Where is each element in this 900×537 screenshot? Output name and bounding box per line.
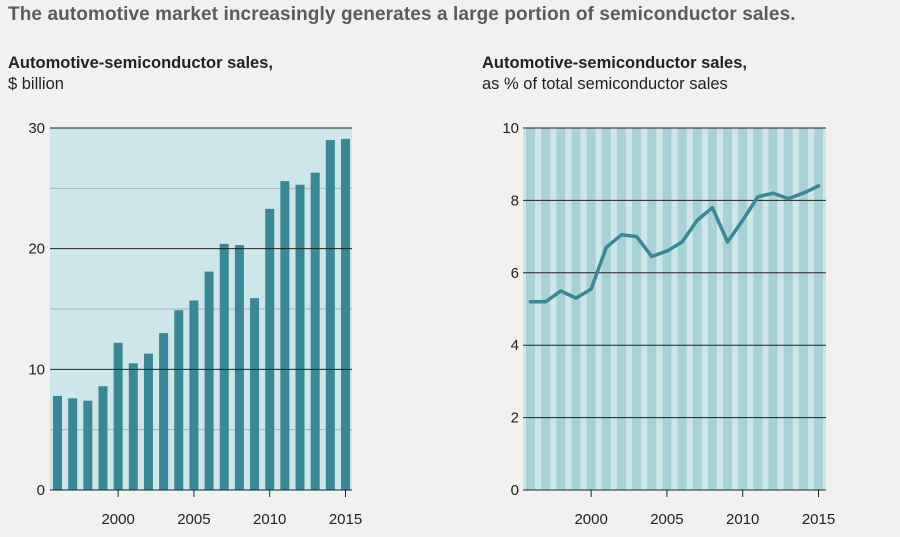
background-bar [601,128,611,490]
series-line [528,184,821,304]
x-tick-label: 2000 [574,511,607,528]
bar [128,363,138,490]
right-chart-subtitle: as % of total semiconductor sales [482,75,728,93]
background-bar [783,128,793,490]
bar [295,184,305,490]
bar [113,342,123,490]
background-bar [616,128,626,490]
background-bar [662,128,672,490]
y-tick-label: 10 [502,120,519,137]
y-tick-label: 0 [511,482,519,499]
y-tick-label: 10 [28,361,45,378]
y-tick-label: 20 [28,241,45,258]
background-bar [814,128,823,490]
bar [68,398,78,490]
bar [189,300,199,490]
y-tick-label: 4 [511,337,519,354]
x-tick-label: 2010 [253,511,286,528]
bar [325,140,335,490]
background-bar [571,128,581,490]
background-bar [586,128,596,490]
left-bar-chart: 0 10 20 30 2000 2005 2010 2015 [28,120,362,528]
background-bar [768,128,778,490]
bar [219,243,229,490]
left-chart-title: Automotive-semiconductor sales, [8,54,273,72]
background-bar [753,128,763,490]
bar [265,208,275,490]
x-tick-label: 2005 [177,511,210,528]
bar [234,245,244,490]
y-tick-label: 8 [511,192,519,209]
background-bar [692,128,702,490]
bar [143,353,153,490]
y-tick-label: 2 [511,410,519,427]
bar [280,181,290,490]
bar [310,172,320,490]
y-tick-label: 6 [511,265,519,282]
background-bar [632,128,642,490]
background-bar [541,128,551,490]
background-bar [556,128,566,490]
right-line-chart: 0 2 4 6 8 10 2000 2005 2010 2015 [502,120,835,528]
headline: The automotive market increasingly gener… [8,4,796,25]
bar [53,395,62,490]
left-chart-subtitle: $ billion [8,75,64,93]
background-bar [798,128,808,490]
background-bar [677,128,687,490]
x-tick-label: 2015 [329,511,362,528]
background-bar [526,128,535,490]
y-tick-label: 30 [28,120,45,137]
background-bar [647,128,657,490]
bar [159,333,169,490]
x-tick-label: 2005 [650,511,683,528]
bar [98,386,108,490]
plot-area [523,128,826,490]
bar [174,310,184,490]
background-bar [738,128,748,490]
x-tick-label: 2000 [101,511,134,528]
bar [341,138,350,491]
bar [250,298,260,490]
bar [83,400,93,490]
background-bar [723,128,733,490]
x-tick-label: 2015 [802,511,835,528]
right-chart-title: Automotive-semiconductor sales, [482,54,747,72]
bar [204,271,214,490]
x-tick-label: 2010 [726,511,759,528]
background-bar [707,128,717,490]
y-tick-label: 0 [37,482,45,499]
